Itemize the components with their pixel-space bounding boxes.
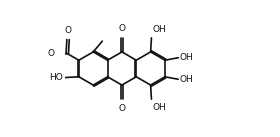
Text: O: O bbox=[47, 49, 54, 58]
Text: OH: OH bbox=[152, 103, 166, 112]
Text: OH: OH bbox=[152, 25, 166, 34]
Text: OH: OH bbox=[179, 53, 193, 62]
Text: O: O bbox=[65, 25, 72, 35]
Text: O: O bbox=[118, 24, 125, 33]
Text: O: O bbox=[118, 104, 125, 113]
Text: HO: HO bbox=[49, 73, 63, 82]
Text: OH: OH bbox=[179, 75, 193, 84]
